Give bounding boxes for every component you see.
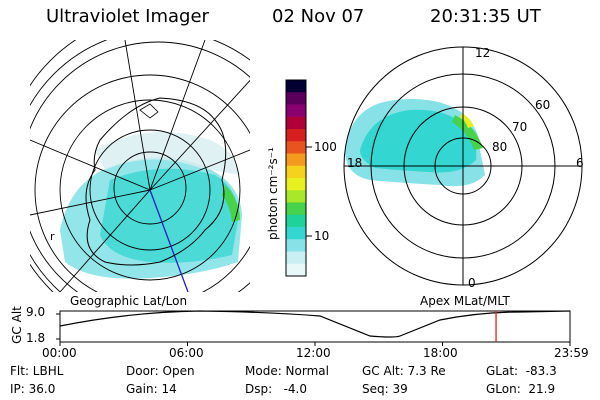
emission-core [100, 168, 239, 263]
colorbar [286, 80, 306, 277]
colorbar-band [286, 153, 306, 167]
gain-status: Gain: 14 [126, 382, 177, 396]
colorbar-band [286, 178, 306, 191]
mlt-label-left: 18 [347, 156, 363, 170]
timeline-xtick-0: 00:00 [42, 346, 77, 360]
colorbar-unit-label: photon cm⁻²s⁻¹ [266, 147, 280, 240]
geo-latitude-status: GLat: -83.3 [486, 364, 557, 378]
sequence-status: Seq: 39 [362, 382, 408, 396]
left-panel-caption: Geographic Lat/Lon [70, 294, 188, 308]
mlt-label-top: 12 [475, 46, 491, 60]
mlt-label-right: 6 [576, 156, 584, 170]
timeline-xtick-1: 06:00 [169, 346, 204, 360]
magnetic-polar-plot [345, 99, 485, 187]
door-status: Door: Open [126, 364, 195, 378]
timeline-xtick-4: 23:59 [554, 346, 589, 360]
colorbar-band [286, 190, 306, 203]
colorbar-band [286, 141, 306, 154]
time-label: 20:31:35 UT [430, 6, 541, 27]
mlat-label-80: 80 [492, 140, 508, 154]
colorbar-band [286, 129, 306, 142]
emission-bright [222, 185, 240, 222]
gc-altitude-status: GC Alt: 7.3 Re [362, 364, 446, 378]
colorbar-tick-100: 100 [314, 140, 337, 154]
colorbar-band [286, 104, 306, 118]
mlat-label-60: 60 [535, 98, 551, 112]
mlat-label-70: 70 [512, 120, 528, 134]
colorbar-band [286, 92, 306, 105]
timeline-xtick-3: 18:00 [423, 346, 458, 360]
oval-core [360, 109, 477, 173]
timeline-ytick-bottom: 1.8 [26, 331, 46, 345]
coord-label: r [50, 230, 55, 243]
timeline-xtick-2: 12:00 [296, 346, 331, 360]
ip-status: IP: 36.0 [10, 382, 56, 396]
continent-outline [85, 97, 227, 266]
right-panel-caption: Apex MLat/MLT [420, 294, 510, 308]
colorbar-band [286, 165, 306, 179]
altitude-curve [59, 310, 571, 338]
colorbar-band [286, 214, 306, 228]
filter-status: Flt: LBHL [10, 364, 64, 378]
colorbar-band [286, 251, 306, 265]
mode-status: Mode: Normal [245, 364, 329, 378]
timeline-ytick-top: 9.0 [26, 305, 46, 319]
colorbar-band [286, 239, 306, 252]
timeline-ylabel: GC Alt [9, 306, 24, 344]
geo-longitude-status: GLon: 21.9 [486, 382, 556, 396]
colorbar-band [286, 202, 306, 216]
date-label: 02 Nov 07 [272, 6, 365, 27]
colorbar-band [286, 263, 306, 277]
geographic-map [30, 40, 250, 292]
colorbar-band [286, 80, 306, 93]
colorbar-tick-10: 10 [314, 229, 330, 243]
colorbar-band [286, 116, 306, 130]
instrument-title: Ultraviolet Imager [46, 6, 209, 27]
mlt-label-bottom: 0 [468, 276, 476, 290]
colorbar-band [286, 227, 306, 240]
dsp-status: Dsp: -4.0 [245, 382, 308, 396]
